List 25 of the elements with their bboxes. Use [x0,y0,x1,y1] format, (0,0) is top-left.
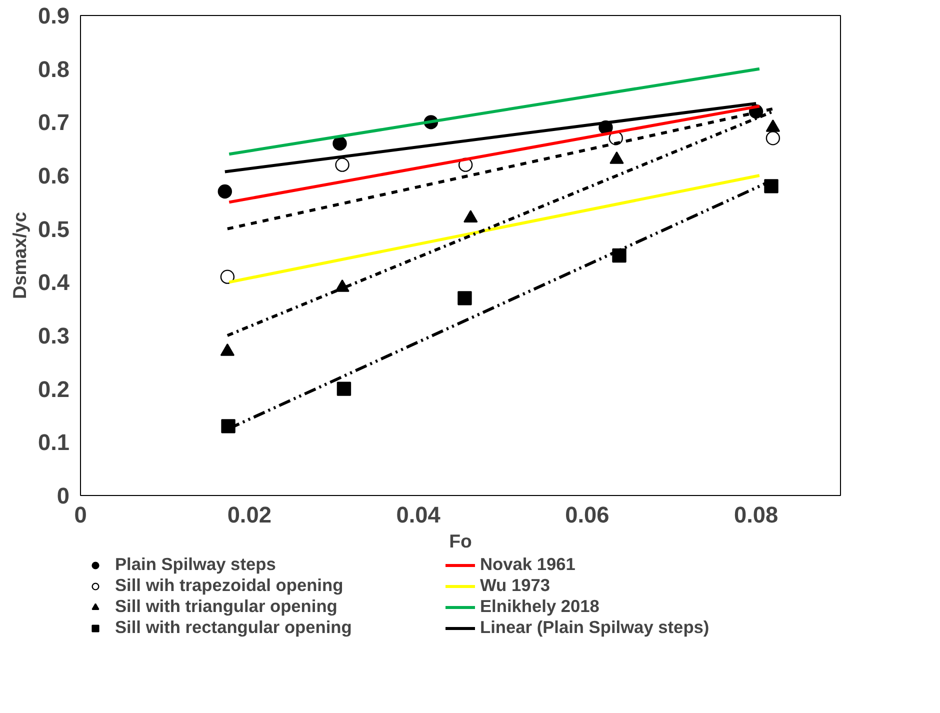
legend-label: Linear (Plain Spilway steps) [480,617,710,638]
y-tick-label: 0.1 [38,429,70,456]
y-tick-label: 0.7 [38,109,70,136]
x-tick-label: 0 [74,502,87,528]
y-tick-label: 0.5 [38,216,70,242]
x-axis-title: Fo [449,530,472,552]
y-tick-label: 0.9 [38,2,70,28]
legend-label: Plain Spilway steps [115,554,277,575]
y-tick-label: 0.2 [38,376,70,402]
legend-label: Wu 1973 [480,575,551,596]
y-tick-label: 0 [56,482,70,508]
legend-label: Sill with rectangular opening [115,617,353,638]
x-tick-label: 0.04 [396,502,441,528]
y-tick-label: 0.4 [38,269,70,296]
y-tick-label: 0.3 [38,322,70,348]
x-tick-label: 0.08 [734,502,778,528]
x-tick-label: 0.02 [227,502,272,528]
y-axis-title: Dsmax/yc [9,212,30,300]
x-tick-label: 0.06 [565,502,610,528]
legend-label: Elnikhely 2018 [480,596,600,617]
legend-label: Sill wih trapezoidal opening [115,575,344,596]
legend-label: Sill with triangular opening [115,596,338,617]
legend-label: Novak 1961 [480,554,576,575]
y-tick-label: 0.8 [38,56,70,82]
y-tick-label: 0.6 [38,162,70,188]
